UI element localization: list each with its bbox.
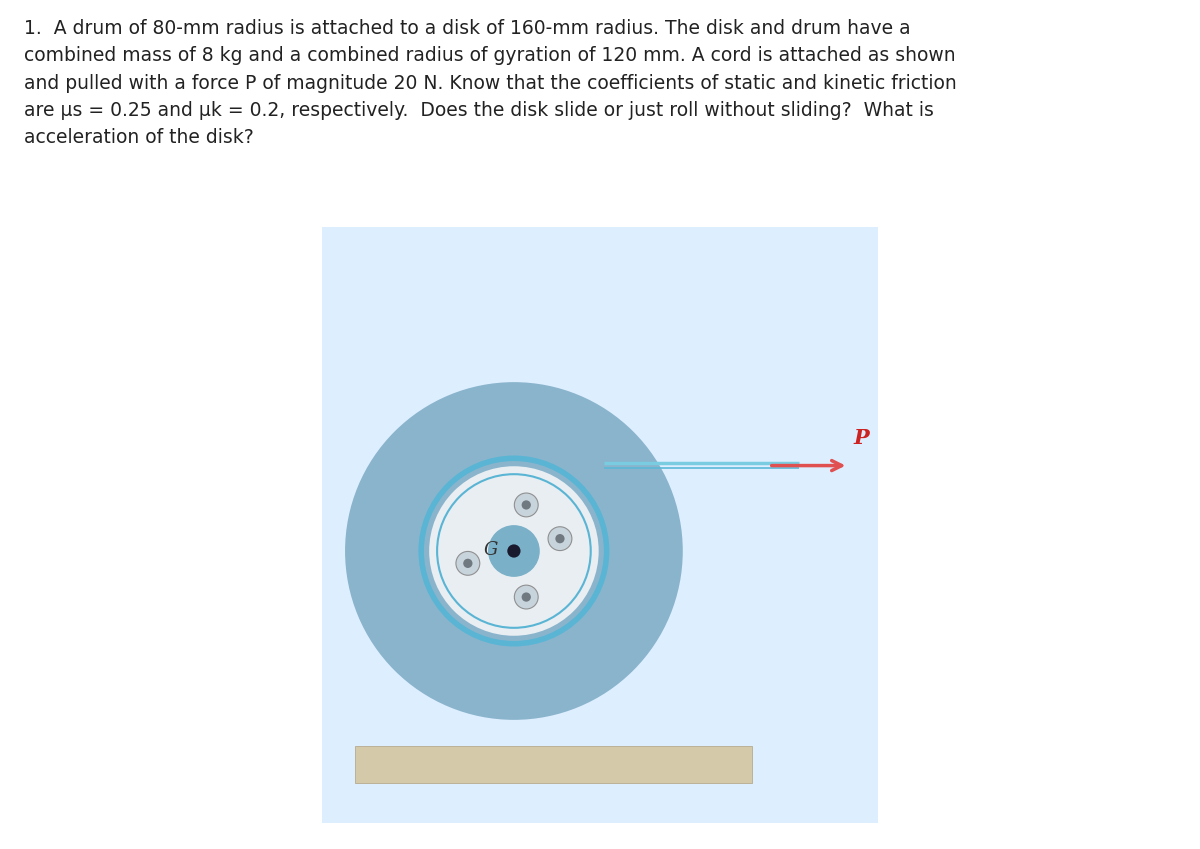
- Circle shape: [522, 593, 530, 602]
- Circle shape: [430, 466, 599, 636]
- Circle shape: [488, 526, 539, 576]
- Text: P: P: [853, 428, 870, 447]
- Bar: [355, 746, 752, 783]
- Text: 1.  A drum of 80-mm radius is attached to a disk of 160-mm radius. The disk and : 1. A drum of 80-mm radius is attached to…: [24, 20, 956, 147]
- Text: G: G: [484, 541, 498, 559]
- Bar: [322, 227, 878, 823]
- Circle shape: [346, 382, 683, 720]
- Circle shape: [522, 500, 530, 509]
- Circle shape: [463, 559, 473, 568]
- Circle shape: [515, 493, 538, 517]
- Circle shape: [508, 544, 521, 558]
- Circle shape: [515, 585, 538, 609]
- Circle shape: [548, 526, 572, 551]
- Circle shape: [556, 534, 565, 543]
- Circle shape: [456, 551, 480, 576]
